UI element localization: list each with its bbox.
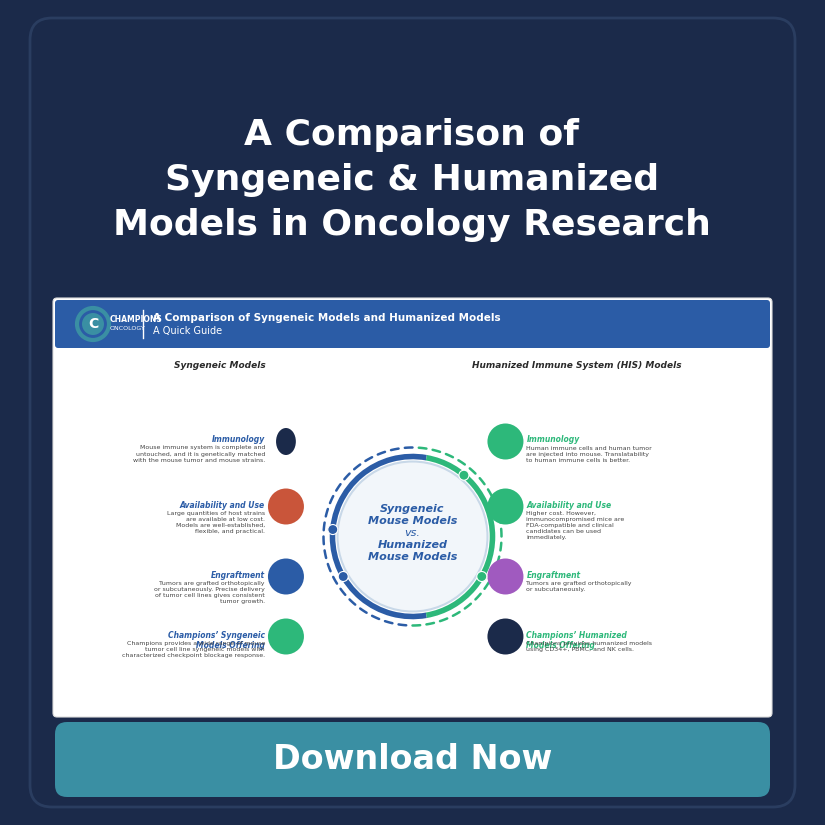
FancyBboxPatch shape <box>55 300 770 348</box>
Text: Mouse Models: Mouse Models <box>368 553 457 563</box>
Text: vs.: vs. <box>404 527 421 538</box>
Text: Availability and Use: Availability and Use <box>180 501 265 510</box>
Circle shape <box>328 525 337 535</box>
Text: C: C <box>88 317 98 331</box>
FancyBboxPatch shape <box>55 722 770 797</box>
Circle shape <box>459 470 469 480</box>
Text: Syngeneic & Humanized: Syngeneic & Humanized <box>165 163 659 197</box>
Text: A Quick Guide: A Quick Guide <box>153 326 222 336</box>
Text: Mouse immune system is complete and
untouched, and it is genetically matched
wit: Mouse immune system is complete and unto… <box>133 446 265 463</box>
Circle shape <box>268 559 304 595</box>
Circle shape <box>488 423 523 460</box>
Text: Champions’ Syngeneic
Models Offering: Champions’ Syngeneic Models Offering <box>168 630 265 650</box>
Text: ONCOLOGY: ONCOLOGY <box>110 327 146 332</box>
FancyBboxPatch shape <box>53 298 772 717</box>
Circle shape <box>338 572 348 582</box>
Text: Models in Oncology Research: Models in Oncology Research <box>113 208 711 242</box>
Text: Syngeneic: Syngeneic <box>380 503 445 513</box>
Circle shape <box>488 619 523 654</box>
Circle shape <box>488 488 523 525</box>
Text: Humanized: Humanized <box>378 540 447 550</box>
Text: Immunology: Immunology <box>526 436 580 445</box>
Text: A Comparison of: A Comparison of <box>244 118 579 152</box>
FancyBboxPatch shape <box>30 18 795 807</box>
Text: Humanized Immune System (HIS) Models: Humanized Immune System (HIS) Models <box>472 361 681 370</box>
Text: Syngeneic Models: Syngeneic Models <box>173 361 266 370</box>
Text: Engraftment: Engraftment <box>211 571 265 579</box>
Text: Human immune cells and human tumor
are injected into mouse. Translatability
to h: Human immune cells and human tumor are i… <box>526 446 653 463</box>
Text: A Comparison of Syngeneic Models and Humanized Models: A Comparison of Syngeneic Models and Hum… <box>153 313 501 323</box>
Text: Tumors are grafted orthotopically
or subcutaneously.: Tumors are grafted orthotopically or sub… <box>526 581 632 592</box>
Text: Mouse Models: Mouse Models <box>368 516 457 526</box>
Circle shape <box>488 559 523 595</box>
Circle shape <box>477 572 487 582</box>
Text: Champions’ Humanized
Models Offering: Champions’ Humanized Models Offering <box>526 630 627 650</box>
Text: Champions provides a wide range of mouse
tumor cell line syngeneic models with
c: Champions provides a wide range of mouse… <box>122 640 265 658</box>
Text: Tumors are grafted orthotopically
or subcutaneously. Precise delivery
of tumor c: Tumors are grafted orthotopically or sub… <box>154 581 265 604</box>
Text: CHAMPIONS: CHAMPIONS <box>110 315 163 324</box>
Text: Large quantities of host strains
are available at low cost.
Models are well-esta: Large quantities of host strains are ava… <box>167 511 265 534</box>
Circle shape <box>268 619 304 654</box>
Text: Availability and Use: Availability and Use <box>526 501 611 510</box>
Text: Engraftment: Engraftment <box>526 571 581 579</box>
Text: Higher cost. However,
immunocompromised mice are
FDA-compatible and clinical
can: Higher cost. However, immunocompromised … <box>526 511 625 540</box>
Circle shape <box>337 461 488 611</box>
Circle shape <box>82 313 104 335</box>
Text: Champions provides humanized models
using CD34+, PBMC, and NK cells.: Champions provides humanized models usin… <box>526 640 653 652</box>
Circle shape <box>268 488 304 525</box>
Ellipse shape <box>276 428 296 455</box>
Text: Download Now: Download Now <box>273 743 552 776</box>
Text: Immunology: Immunology <box>212 436 265 445</box>
